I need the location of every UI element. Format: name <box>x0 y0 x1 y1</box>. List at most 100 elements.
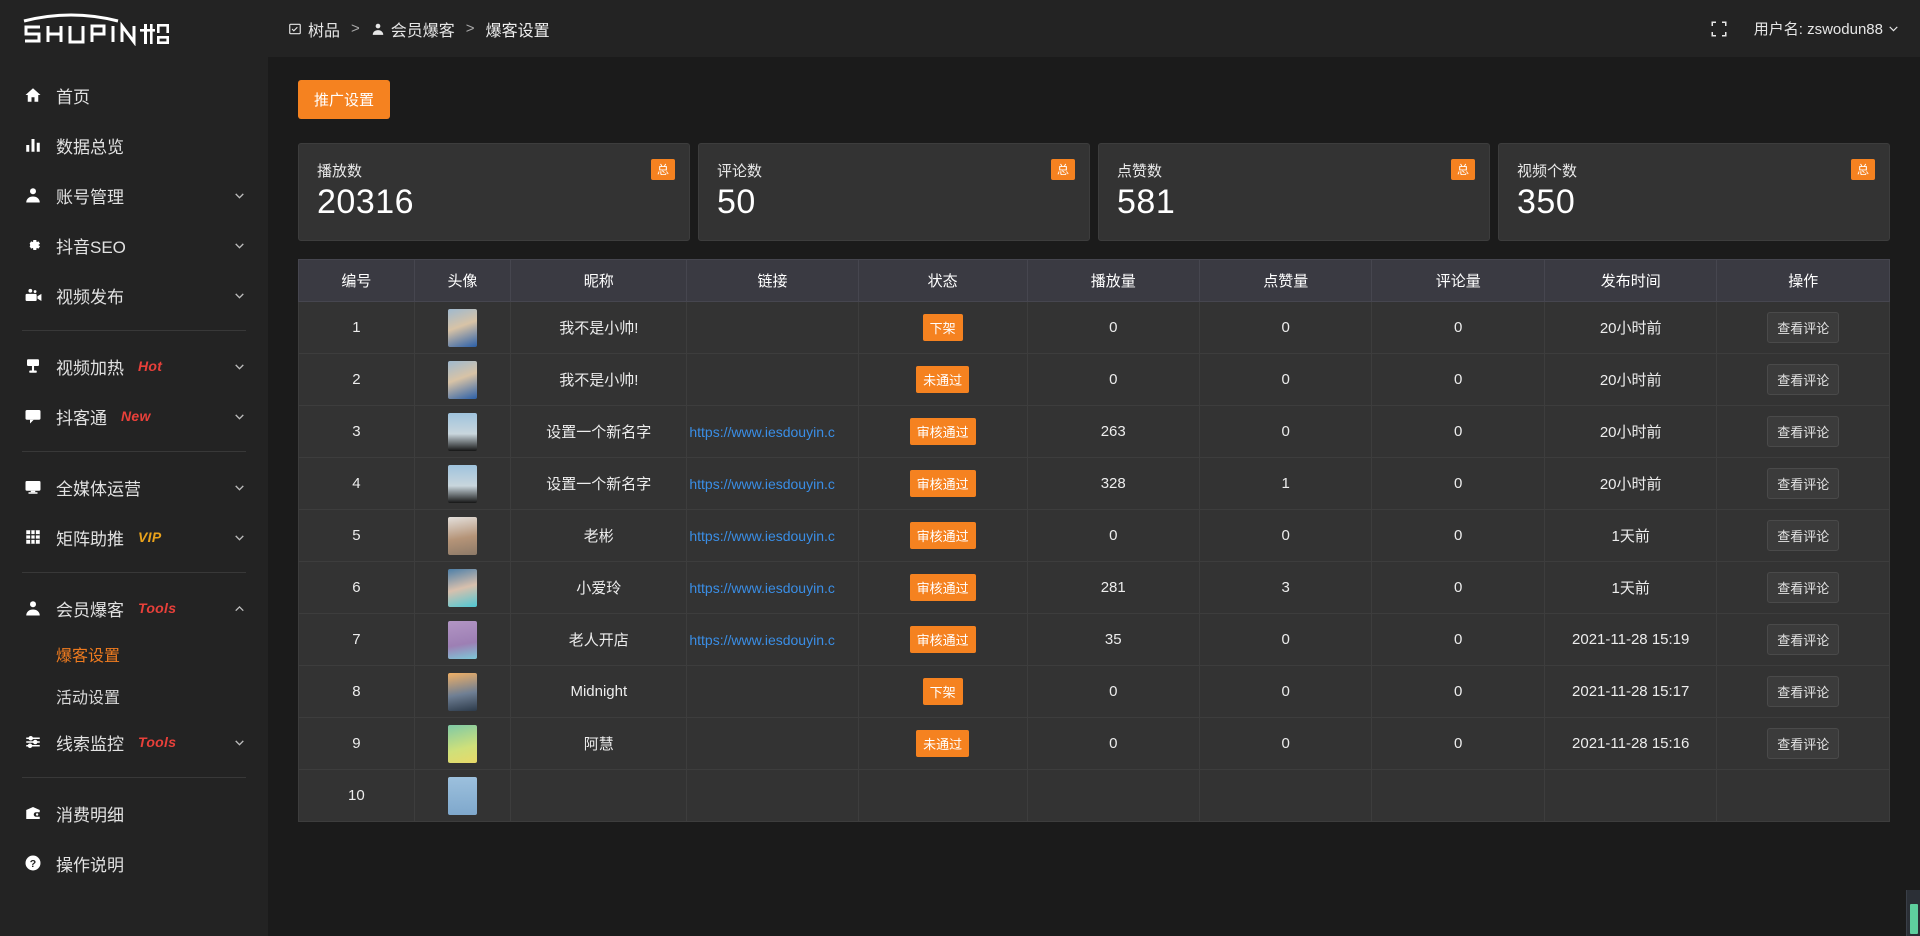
wallet-icon <box>22 802 44 824</box>
view-comments-button[interactable]: 查看评论 <box>1767 572 1840 603</box>
sidebar-item-label: 会员爆客 <box>56 600 124 620</box>
breadcrumb-item-member[interactable]: 会员爆客 <box>371 17 455 41</box>
sidebar-item-douketong[interactable]: 抖客通 New <box>0 391 268 441</box>
table-row[interactable]: 10 <box>298 769 1890 822</box>
content-area: 推广设置 播放数 20316 总 评论数 50 总 点赞数 581 总 <box>268 58 1920 936</box>
cell-link[interactable]: https://www.iesdouyin.c <box>686 457 859 510</box>
chevron-down-icon[interactable] <box>233 360 246 373</box>
column-header-actions[interactable]: 操作 <box>1716 259 1890 302</box>
column-header-status[interactable]: 状态 <box>857 259 1028 302</box>
view-comments-button[interactable]: 查看评论 <box>1767 624 1840 655</box>
view-comments-button[interactable]: 查看评论 <box>1767 364 1840 395</box>
column-header-plays[interactable]: 播放量 <box>1026 259 1200 302</box>
sidebar-subitem-activity-settings[interactable]: 活动设置 <box>0 675 268 717</box>
view-comments-button[interactable]: 查看评论 <box>1767 312 1840 343</box>
cell-comments: 0 <box>1371 717 1545 770</box>
video-link[interactable]: https://www.iesdouyin.c <box>689 475 835 492</box>
view-comments-button[interactable]: 查看评论 <box>1767 728 1840 759</box>
chevron-down-icon[interactable] <box>233 736 246 749</box>
table-row[interactable]: 1 我不是小帅! 下架 0 0 0 20小时前 查看评论 <box>298 301 1890 354</box>
sidebar-item-member-baoke[interactable]: 会员爆客 Tools <box>0 583 268 633</box>
sidebar-item-matrix-boost[interactable]: 矩阵助推 VIP <box>0 512 268 562</box>
table-row[interactable]: 7 老人开店 https://www.iesdouyin.c 审核通过 35 0 0 2021… <box>298 613 1890 666</box>
sidebar-item-lead-monitor[interactable]: 线索监控 Tools <box>0 717 268 767</box>
video-link[interactable]: https://www.iesdouyin.c <box>689 423 835 440</box>
column-header-avatar[interactable]: 头像 <box>413 259 512 302</box>
sidebar-item-video-boost[interactable]: 视频加热 Hot <box>0 341 268 391</box>
cell-link <box>686 769 859 822</box>
grid-icon <box>22 526 44 548</box>
chevron-down-icon[interactable] <box>233 481 246 494</box>
brand-logo[interactable] <box>0 0 268 58</box>
member-icon <box>22 597 44 619</box>
sidebar-item-account-management[interactable]: 账号管理 <box>0 170 268 220</box>
cell-publish-time: 20小时前 <box>1543 301 1718 354</box>
sidebar-subitem-baoke-settings[interactable]: 爆客设置 <box>0 633 268 675</box>
svg-text:?: ? <box>30 858 36 870</box>
chevron-down-icon[interactable] <box>233 189 246 202</box>
cell-link[interactable]: https://www.iesdouyin.c <box>686 405 859 458</box>
monitor-icon <box>22 476 44 498</box>
avatar <box>448 464 478 503</box>
chevron-down-icon[interactable] <box>233 410 246 423</box>
column-header-link[interactable]: 链接 <box>686 259 859 302</box>
column-header-likes[interactable]: 点赞量 <box>1198 259 1373 302</box>
video-link[interactable]: https://www.iesdouyin.c <box>689 579 835 596</box>
scrollbar-thumb[interactable] <box>1910 904 1918 934</box>
chevron-down-icon[interactable] <box>233 239 246 252</box>
cell-link[interactable]: https://www.iesdouyin.c <box>686 561 859 614</box>
table-row[interactable]: 5 老彬 https://www.iesdouyin.c 审核通过 0 0 0 1天前 查看评论 <box>298 509 1890 562</box>
sidebar-item-label: 数据总览 <box>56 137 124 157</box>
column-header-time[interactable]: 发布时间 <box>1543 259 1718 302</box>
app-icon <box>288 22 302 36</box>
chevron-up-icon[interactable] <box>233 602 246 615</box>
sidebar-item-video-publish[interactable]: 视频发布 <box>0 270 268 320</box>
fullscreen-icon[interactable] <box>1710 20 1728 38</box>
table-row[interactable]: 3 设置一个新名字 https://www.iesdouyin.c 审核通过 263 0 0… <box>298 405 1890 458</box>
cell-actions: 查看评论 <box>1716 405 1890 458</box>
breadcrumb-separator: > <box>465 20 475 37</box>
cell-actions: 查看评论 <box>1716 457 1890 510</box>
table-row[interactable]: 8 Midnight 下架 0 0 0 2021-11-28 15:17 查看评论 <box>298 665 1890 718</box>
cell-id: 4 <box>298 457 415 510</box>
cell-comments: 0 <box>1371 613 1545 666</box>
column-header-nickname[interactable]: 昵称 <box>510 259 688 302</box>
table-row[interactable]: 9 阿慧 未通过 0 0 0 2021-11-28 15:16 查看评论 <box>298 717 1890 770</box>
column-header-id[interactable]: 编号 <box>298 259 415 302</box>
table-row[interactable]: 6 小爱玲 https://www.iesdouyin.c 审核通过 281 3 0 1天前 查… <box>298 561 1890 614</box>
breadcrumb-item-root[interactable]: 树品 <box>288 17 340 41</box>
sidebar-item-omni-media[interactable]: 全媒体运营 <box>0 462 268 512</box>
vertical-scrollbar[interactable] <box>1906 890 1920 936</box>
cell-avatar <box>413 665 512 718</box>
cell-actions: 查看评论 <box>1716 717 1890 770</box>
cell-avatar <box>413 405 512 458</box>
view-comments-button[interactable]: 查看评论 <box>1767 676 1840 707</box>
sidebar-item-consumption-detail[interactable]: 消费明细 <box>0 788 268 838</box>
cell-actions <box>1716 769 1890 822</box>
view-comments-button[interactable]: 查看评论 <box>1767 468 1840 499</box>
table-row[interactable]: 4 设置一个新名字 https://www.iesdouyin.c 审核通过 328 1 0… <box>298 457 1890 510</box>
cell-comments: 0 <box>1371 509 1545 562</box>
view-comments-button[interactable]: 查看评论 <box>1767 520 1840 551</box>
chevron-down-icon[interactable] <box>233 531 246 544</box>
user-menu[interactable]: 用户名: zswodun88 <box>1754 18 1900 39</box>
column-header-comments[interactable]: 评论量 <box>1371 259 1545 302</box>
help-icon: ? <box>22 852 44 874</box>
sidebar-item-home[interactable]: 首页 <box>0 70 268 120</box>
view-comments-button[interactable]: 查看评论 <box>1767 416 1840 447</box>
sidebar-divider <box>22 777 246 778</box>
cell-link[interactable]: https://www.iesdouyin.c <box>686 613 859 666</box>
chevron-down-icon[interactable] <box>233 289 246 302</box>
video-link[interactable]: https://www.iesdouyin.c <box>689 527 835 544</box>
table-row[interactable]: 2 我不是小帅! 未通过 0 0 0 20小时前 查看评论 <box>298 353 1890 406</box>
sidebar-item-instructions[interactable]: ? 操作说明 <box>0 838 268 888</box>
video-link[interactable]: https://www.iesdouyin.c <box>689 631 835 648</box>
cell-link <box>686 353 859 406</box>
cell-link[interactable]: https://www.iesdouyin.c <box>686 509 859 562</box>
sidebar-item-douyin-seo[interactable]: 抖音SEO <box>0 220 268 270</box>
sidebar-item-tag: New <box>121 408 151 424</box>
sidebar-item-label: 首页 <box>56 87 90 107</box>
sidebar-item-data-overview[interactable]: 数据总览 <box>0 120 268 170</box>
promotion-settings-button[interactable]: 推广设置 <box>298 80 391 119</box>
stat-value: 581 <box>1117 183 1176 221</box>
